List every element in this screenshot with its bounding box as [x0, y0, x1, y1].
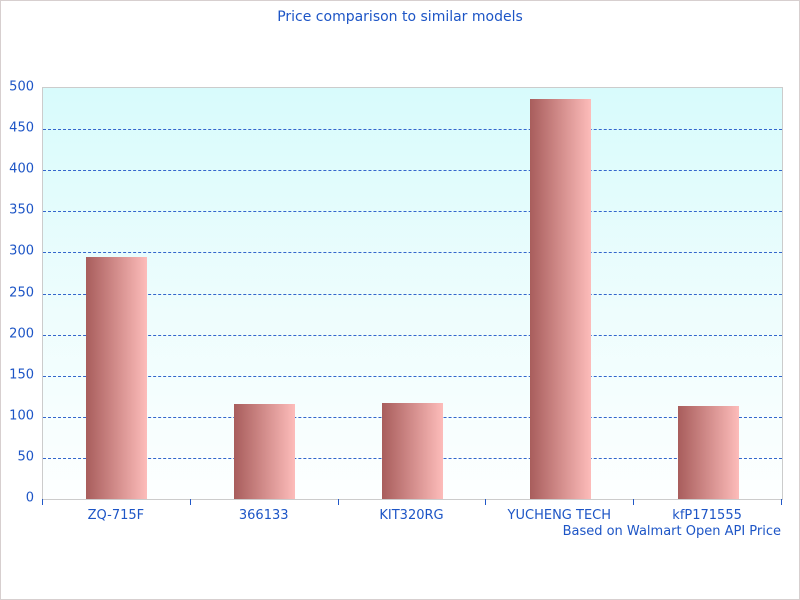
- y-tick-label-100: 100: [9, 408, 34, 424]
- chart-title: Price comparison to similar models: [277, 9, 523, 25]
- y-tick-label-200: 200: [9, 326, 34, 342]
- gridline-450: [43, 129, 782, 131]
- bar-366133: [234, 404, 296, 499]
- bar-ZQ-715F: [86, 256, 148, 499]
- y-tick-label-250: 250: [9, 285, 34, 300]
- gridline-200: [43, 334, 782, 336]
- y-tick-label-0: 0: [25, 490, 34, 506]
- x-axis-tick: [781, 499, 782, 505]
- gridline-300: [43, 252, 782, 254]
- y-tick-label-300: 300: [9, 243, 34, 259]
- y-tick-label-400: 400: [9, 161, 34, 177]
- x-label-366133: 366133: [238, 508, 289, 523]
- x-label-YUCHENG TECH: YUCHENG TECH: [507, 508, 612, 523]
- gridline-350: [43, 211, 782, 213]
- chart-caption: Based on Walmart Open API Price: [562, 524, 781, 539]
- x-axis-tick: [42, 499, 43, 505]
- x-label-KIT320RG: KIT320RG: [379, 508, 444, 523]
- gridline-250: [43, 293, 782, 295]
- x-axis-tick: [189, 499, 191, 505]
- x-axis-tick: [633, 499, 635, 505]
- bar-YUCHENG TECH: [529, 98, 591, 499]
- y-tick-label-450: 450: [9, 120, 34, 136]
- y-tick-label-50: 50: [17, 449, 34, 465]
- x-axis-tick: [485, 499, 487, 505]
- bar-kfP171555: [677, 406, 739, 499]
- y-tick-label-350: 350: [9, 202, 34, 218]
- x-label-kfP171555: kfP171555: [672, 508, 742, 523]
- bar-KIT320RG: [382, 402, 443, 499]
- y-tick-label-150: 150: [9, 367, 34, 383]
- plot-area: [42, 87, 783, 500]
- x-label-ZQ-715F: ZQ-715F: [87, 508, 145, 523]
- y-tick-label-500: 500: [9, 79, 34, 95]
- gridline-150: [43, 375, 782, 377]
- gridline-400: [43, 170, 782, 172]
- x-axis-tick: [337, 499, 339, 505]
